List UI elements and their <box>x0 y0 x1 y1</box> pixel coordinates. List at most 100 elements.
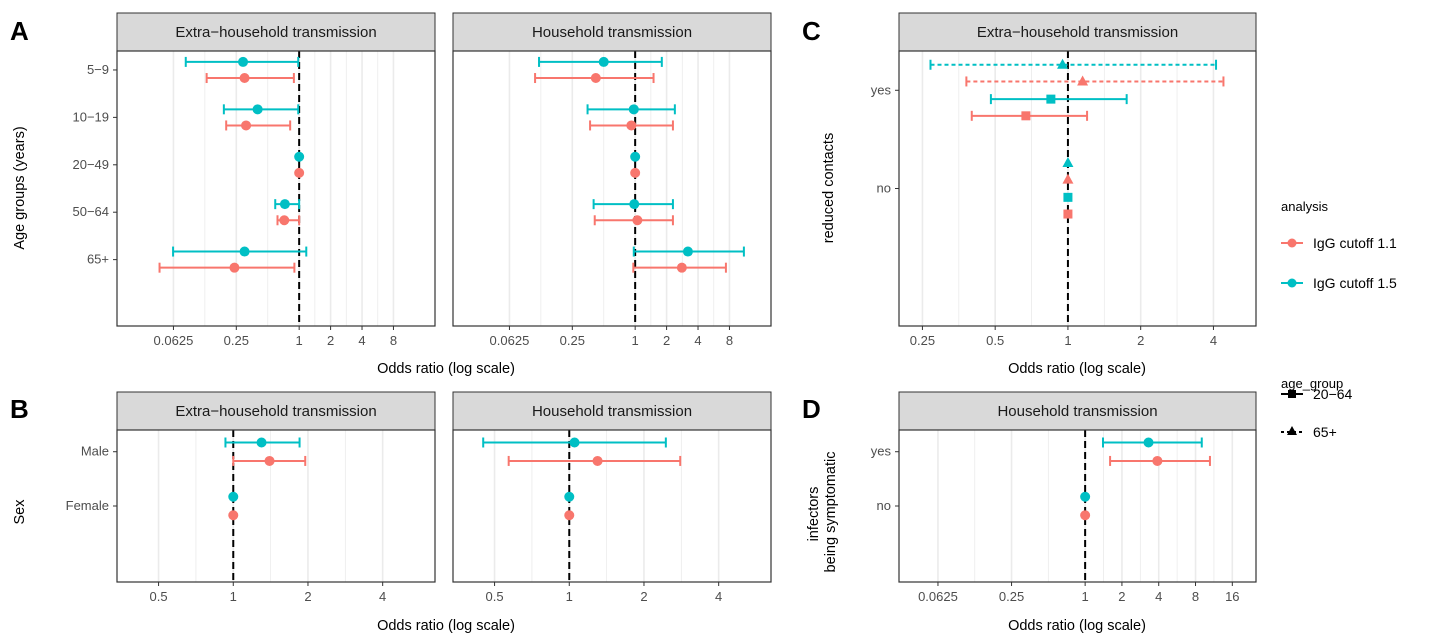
x-tick-label: 1 <box>296 333 303 348</box>
x-tick-label: 1 <box>1064 333 1071 348</box>
y-axis-title-b: Sex <box>12 499 28 525</box>
x-tick-label: 2 <box>1137 333 1144 348</box>
panel-a-household: Household transmission 0.0625 0.25 1 2 4 8 <box>452 12 772 348</box>
data-point <box>676 262 687 273</box>
x-tick-label: 0.5 <box>150 589 168 604</box>
plot-background <box>117 51 435 326</box>
panels: Extra−household transmission 0.0625 0.25 1 2… <box>66 12 1257 604</box>
strip-title: Extra−household transmission <box>175 403 376 420</box>
x-axis-title-c: Odds ratio (log scale) <box>1008 361 1146 377</box>
x-tick-label: 0.5 <box>986 333 1004 348</box>
y-tick-label: 5−9 <box>87 62 109 77</box>
x-tick-label: 0.25 <box>224 333 249 348</box>
x-tick-label: 4 <box>358 333 365 348</box>
strip-background <box>116 391 436 431</box>
y-tick-label: yes <box>871 82 892 97</box>
x-tick-label: 2 <box>1118 589 1125 604</box>
x-tick-label: 0.5 <box>486 589 504 604</box>
plot-border <box>116 50 436 327</box>
x-tick-label: 1 <box>566 589 573 604</box>
x-tick-label: 4 <box>1210 333 1217 348</box>
legend-swatch-dot-cutoff-1-1 <box>1287 238 1297 248</box>
data-point <box>1152 455 1163 466</box>
legend-swatch-square <box>1288 390 1296 398</box>
x-tick-label: 1 <box>632 333 639 348</box>
data-point <box>239 246 250 257</box>
data-point <box>598 56 609 67</box>
x-axis-title-a: Odds ratio (log scale) <box>377 361 515 377</box>
x-tick-label: 0.25 <box>999 589 1024 604</box>
y-tick-label: yes <box>871 444 892 459</box>
legend-item-20-64: 20−64 <box>1313 386 1353 402</box>
y-axis-title-d-line1: infectors <box>806 487 822 542</box>
legend-item-cutoff-1-1: IgG cutoff 1.1 <box>1313 235 1397 251</box>
data-point <box>294 167 305 178</box>
panel-label-d: D <box>802 394 821 424</box>
plot-background <box>899 51 1256 326</box>
plot-border <box>116 429 436 583</box>
x-tick-label: 1 <box>1082 589 1089 604</box>
plot-border <box>898 50 1257 327</box>
data-point <box>630 167 641 178</box>
legend-swatch-dot-cutoff-1-5 <box>1287 278 1297 288</box>
data-point <box>564 510 575 521</box>
x-tick-label: 0.0625 <box>918 589 958 604</box>
data-point <box>256 437 267 448</box>
x-tick-label: 4 <box>694 333 701 348</box>
x-axis-title-b: Odds ratio (log scale) <box>377 618 515 634</box>
y-tick-label: 65+ <box>87 252 109 267</box>
y-tick-label: 20−49 <box>72 157 109 172</box>
strip-title: Household transmission <box>532 403 692 420</box>
data-point-triangle <box>1062 156 1074 167</box>
plot-border <box>452 50 772 327</box>
data-point <box>682 246 693 257</box>
x-axis-title-d: Odds ratio (log scale) <box>1008 618 1146 634</box>
legend-title-analysis: analysis <box>1281 199 1328 214</box>
legend-item-cutoff-1-5: IgG cutoff 1.5 <box>1313 275 1397 291</box>
strip-title: Household transmission <box>532 24 692 41</box>
panel-label-a: A <box>10 16 29 46</box>
data-point <box>228 491 239 502</box>
legend-item-65-plus: 65+ <box>1313 424 1337 440</box>
data-point <box>629 199 640 210</box>
x-tick-label: 4 <box>715 589 722 604</box>
legend-swatch-triangle <box>1287 426 1297 435</box>
plot-background <box>899 430 1256 582</box>
panel-a-extra: Extra−household transmission 0.0625 0.25 1 2… <box>72 12 436 348</box>
strip-background <box>898 12 1257 52</box>
y-axis-title-a: Age groups (years) <box>12 126 28 249</box>
plot-border <box>898 429 1257 583</box>
y-tick-label: Male <box>81 444 109 459</box>
x-tick-label: 2 <box>663 333 670 348</box>
strip-title: Extra−household transmission <box>977 24 1178 41</box>
data-point <box>590 73 601 84</box>
panel-d-household: Household transmission 0.0625 0.25 1 2 4 8 16 ye… <box>871 391 1257 604</box>
data-point <box>626 120 637 131</box>
data-point <box>228 510 239 521</box>
strip-background <box>898 391 1257 431</box>
data-point-square <box>1021 111 1031 121</box>
data-point-triangle <box>1062 173 1074 184</box>
panel-c-extra: Extra−household transmission 0.25 0.5 1 2 4 ye… <box>871 12 1257 348</box>
y-tick-label: 10−19 <box>72 109 109 124</box>
data-point <box>1080 510 1091 521</box>
legend-title-age-group: age_group <box>1281 376 1343 391</box>
x-tick-label: 2 <box>640 589 647 604</box>
data-point <box>1143 437 1154 448</box>
data-point <box>628 104 639 115</box>
data-point <box>564 491 575 502</box>
data-point <box>294 151 305 162</box>
x-tick-label: 16 <box>1225 589 1239 604</box>
data-point-triangle <box>1057 58 1069 69</box>
x-tick-label: 0.25 <box>910 333 935 348</box>
panel-label-b: B <box>10 394 29 424</box>
x-tick-label: 4 <box>379 589 386 604</box>
data-point <box>592 455 603 466</box>
y-tick-label: no <box>877 498 891 513</box>
x-tick-label: 8 <box>726 333 733 348</box>
x-tick-label: 1 <box>230 589 237 604</box>
plot-border <box>452 429 772 583</box>
data-point <box>279 199 290 210</box>
x-tick-label: 4 <box>1155 589 1162 604</box>
